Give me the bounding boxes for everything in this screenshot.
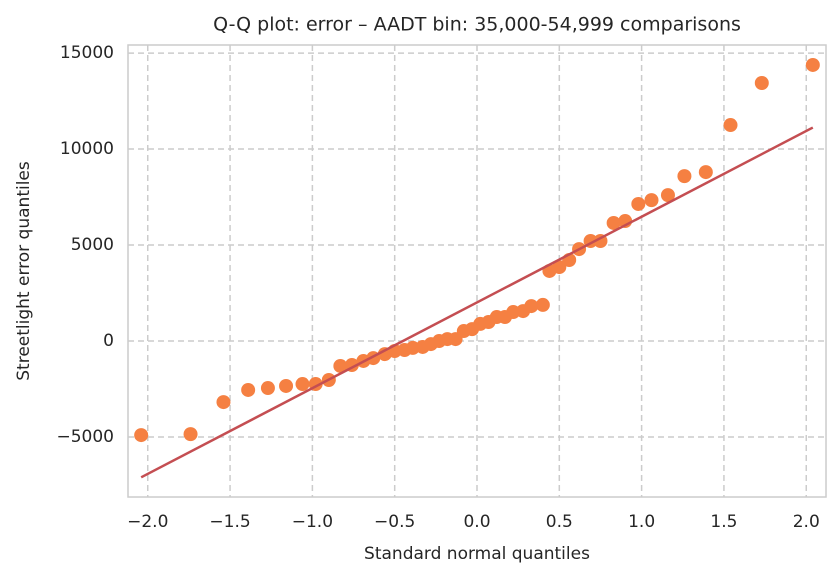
y-tick-label: 10000: [60, 139, 114, 159]
y-axis-label: Streetlight error quantiles: [14, 161, 34, 381]
point: [333, 358, 348, 373]
point: [260, 381, 275, 396]
y-tick-label: −5000: [56, 427, 114, 447]
point: [134, 428, 149, 443]
y-tick-label: 0: [103, 331, 114, 351]
x-tick-label: 2.0: [793, 512, 820, 532]
point: [644, 193, 659, 208]
point: [677, 169, 692, 184]
point: [216, 395, 231, 410]
x-tick-label: 0.5: [546, 512, 573, 532]
point: [535, 297, 550, 312]
point: [698, 165, 713, 180]
point: [723, 118, 738, 133]
x-tick-label: −2.0: [127, 512, 168, 532]
chart-title: Q-Q plot: error – AADT bin: 35,000-54,99…: [213, 14, 741, 36]
fit-line: [140, 126, 814, 479]
point: [241, 382, 256, 397]
point: [660, 188, 675, 203]
point: [183, 427, 198, 442]
point: [805, 57, 820, 72]
point: [295, 377, 310, 392]
x-tick-label: 1.0: [628, 512, 655, 532]
point: [552, 260, 567, 275]
point: [524, 299, 539, 314]
point: [606, 215, 621, 230]
x-axis-label: Standard normal quantiles: [364, 544, 590, 564]
x-tick-label: 1.5: [710, 512, 737, 532]
y-tick-label: 15000: [60, 43, 114, 63]
x-tick-label: −0.5: [374, 512, 415, 532]
point: [754, 76, 769, 91]
x-tick-label: −1.0: [292, 512, 333, 532]
point: [631, 196, 646, 211]
x-tick-label: −1.5: [209, 512, 250, 532]
point: [279, 378, 294, 393]
plot-frame: [127, 44, 827, 498]
y-tick-label: 5000: [71, 235, 114, 255]
x-tick-label: 0.0: [463, 512, 490, 532]
